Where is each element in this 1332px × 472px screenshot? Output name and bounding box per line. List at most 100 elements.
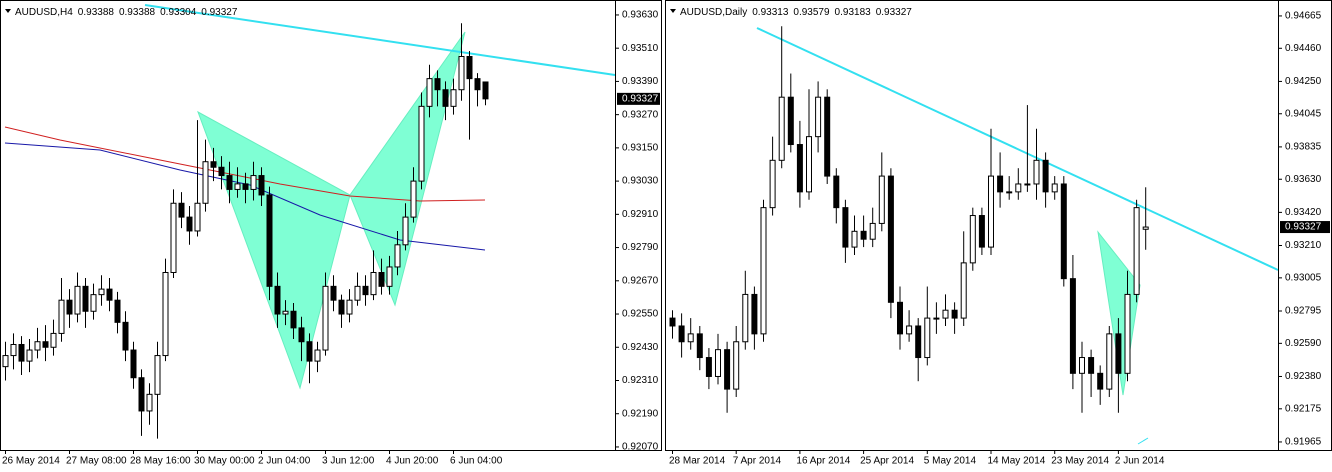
candle-body <box>833 175 840 209</box>
y-tick-label: 0.92380 <box>1285 371 1322 382</box>
candle-body <box>687 333 694 343</box>
candle-body <box>1097 372 1104 390</box>
candle-body <box>1015 183 1022 193</box>
candle-body <box>997 175 1004 193</box>
candle-body <box>178 202 185 218</box>
candle-body <box>1060 183 1067 280</box>
candle-body <box>346 299 353 315</box>
candle-body <box>202 161 209 204</box>
candle-body <box>933 317 940 320</box>
y-tick-label: 0.93390 <box>622 76 659 87</box>
last-price-label: 0.93327 <box>622 94 659 105</box>
candle-body <box>122 321 129 351</box>
candle-body <box>842 207 849 248</box>
candle-body <box>154 355 161 395</box>
candle-body <box>58 299 65 334</box>
candle-body <box>266 194 273 287</box>
candle-body <box>354 285 361 301</box>
candle-body <box>760 207 767 335</box>
x-tick-label: 16 Apr 2014 <box>796 456 850 467</box>
y-tick-label: 0.92670 <box>622 275 659 286</box>
candle-body <box>1124 293 1131 374</box>
header-value: 0.93313 <box>752 7 789 18</box>
candle-body <box>74 285 81 315</box>
candle-body <box>1033 159 1040 185</box>
y-tick-label: 0.93510 <box>622 43 659 54</box>
candle-body <box>1115 333 1122 374</box>
y-tick-label: 0.92550 <box>622 309 659 320</box>
candle-body <box>426 78 433 107</box>
candle-body <box>258 175 265 196</box>
candle-body <box>1024 183 1031 186</box>
header-value: 0.93183 <box>835 7 872 18</box>
candle-body <box>194 202 201 232</box>
candle-body <box>1106 333 1113 390</box>
candle-body <box>298 327 305 343</box>
y-tick-label: 0.93630 <box>622 10 659 21</box>
candle-body <box>482 81 489 100</box>
candle-body <box>226 175 233 190</box>
candle-body <box>924 317 931 359</box>
x-tick-label: 28 Mar 2014 <box>669 456 726 467</box>
candle-body <box>114 299 121 323</box>
candle-body <box>330 285 337 301</box>
y-tick-label: 0.92070 <box>622 442 659 453</box>
y-tick-label: 0.94460 <box>1285 43 1322 54</box>
candle-body <box>218 166 225 177</box>
candle-body <box>778 96 785 161</box>
candle-body <box>90 294 97 312</box>
y-tick-label: 0.92590 <box>1285 338 1322 349</box>
y-tick-label: 0.93150 <box>622 143 659 154</box>
candle-body <box>306 341 313 362</box>
candle-body <box>210 161 217 168</box>
candle-body <box>696 333 703 359</box>
x-tick-label: 25 Apr 2014 <box>860 456 914 467</box>
candle-body <box>138 377 145 412</box>
y-tick-label: 0.93420 <box>1285 207 1322 218</box>
x-tick-label: 6 Jun 04:00 <box>450 456 503 467</box>
x-tick-label: 26 May 2014 <box>2 456 60 467</box>
y-tick-label: 0.91965 <box>1285 437 1322 448</box>
candle-body <box>705 357 712 377</box>
candle-body <box>751 293 758 335</box>
candle-body <box>282 310 289 315</box>
candle-body <box>106 288 113 301</box>
x-tick-label: 28 May 16:00 <box>130 456 191 467</box>
y-tick-label: 0.92310 <box>622 375 659 386</box>
candle-body <box>724 349 731 390</box>
y-tick-label: 0.93030 <box>622 176 659 187</box>
header-value: 0.93327 <box>201 7 238 18</box>
candle-body <box>851 230 858 248</box>
x-tick-label: 14 May 2014 <box>988 456 1046 467</box>
candle-body <box>978 215 985 248</box>
y-tick-label: 0.92430 <box>622 342 659 353</box>
candle-body <box>897 301 903 335</box>
x-tick-label: 5 May 2014 <box>924 456 977 467</box>
candle-body <box>915 325 922 359</box>
header-arrow <box>670 9 676 13</box>
moving-average-blue <box>4 142 486 251</box>
candle-body <box>418 105 425 182</box>
candle-body <box>98 288 105 296</box>
pattern-right <box>1097 230 1141 396</box>
x-tick-label: 27 May 08:00 <box>66 456 127 467</box>
trend-line-left <box>144 4 616 76</box>
trend-line-stub <box>1137 437 1149 445</box>
candle-body <box>338 299 345 315</box>
y-tick-label: 0.93005 <box>1285 272 1322 283</box>
x-tick-label: 23 May 2014 <box>1051 456 1109 467</box>
x-tick-label: 3 Jun 12:00 <box>322 456 375 467</box>
candle-body <box>42 341 49 348</box>
candle-body <box>394 244 401 268</box>
candle-body <box>678 325 685 343</box>
header-title: AUDUSD,H4 <box>15 7 73 18</box>
y-tick-label: 0.93835 <box>1285 142 1322 153</box>
candle-body <box>1069 278 1076 374</box>
header-value: 0.93304 <box>160 7 197 18</box>
y-tick-label: 0.93630 <box>1285 174 1322 185</box>
candle-body <box>170 202 177 273</box>
candle-body <box>66 299 73 315</box>
candle-body <box>130 349 137 379</box>
candle-body <box>146 393 153 412</box>
